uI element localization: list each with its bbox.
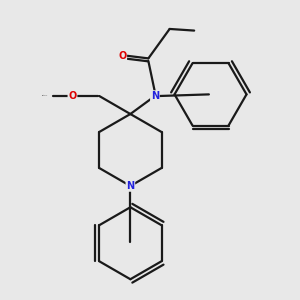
Text: N: N	[151, 91, 159, 101]
Text: O: O	[68, 91, 76, 101]
Text: O: O	[118, 51, 126, 61]
Text: methoxy: methoxy	[41, 94, 48, 96]
Text: N: N	[126, 181, 134, 191]
